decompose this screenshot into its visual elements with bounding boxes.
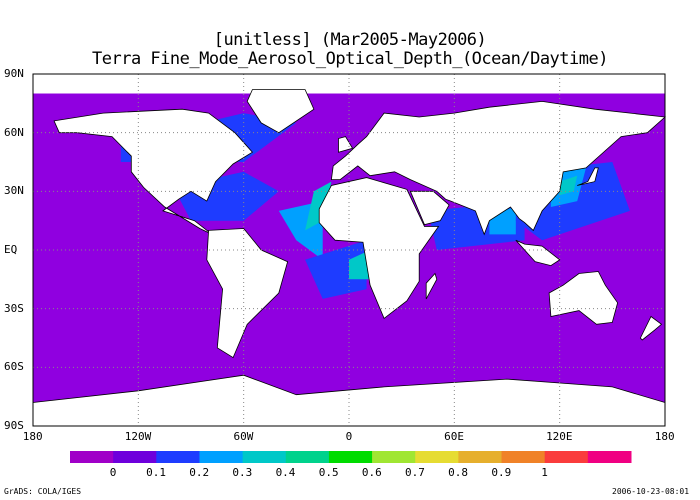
land-uk (338, 136, 354, 153)
land-japan (577, 167, 599, 186)
lon-label: 120W (124, 430, 152, 443)
land-mask (32, 89, 666, 427)
map-gridlines (33, 74, 665, 426)
colorbar-tick-label: 0.7 (405, 466, 425, 479)
colorbar-swatch (242, 451, 287, 463)
lon-label: 60E (444, 430, 464, 443)
land-south-america (206, 228, 289, 359)
colorbar (70, 451, 632, 463)
aod-yellow-sea (559, 175, 578, 196)
map-title-units: [unitless] (Mar2005-May2006) (213, 30, 487, 50)
lon-label: 60W (233, 430, 254, 443)
land-new-zealand (639, 315, 663, 341)
footer-timestamp: 2006-10-23-08:01 (612, 487, 690, 496)
lat-label: 90N (4, 67, 24, 80)
colorbar-tick-label: 0.6 (361, 466, 382, 479)
colorbar-swatch (70, 451, 114, 463)
colorbar-tick-label: 1 (541, 466, 548, 479)
colorbar-tick-label: 0.8 (448, 466, 469, 479)
land-africa (318, 177, 440, 320)
lon-label: 180 (654, 430, 675, 443)
land-australia (548, 271, 619, 325)
colorbar-swatch (372, 451, 416, 463)
map-frame (32, 73, 666, 427)
land-indonesia (515, 239, 561, 267)
lon-label: 180 (22, 430, 43, 443)
colorbar-tick-label: 0.9 (491, 466, 512, 479)
colorbar-swatch (113, 451, 157, 463)
map-title-variable: Terra Fine_Mode_Aerosol_Optical_Depth_(O… (92, 49, 608, 69)
colorbar-swatch (199, 451, 244, 463)
lon-label: 0 (345, 430, 353, 443)
colorbar-swatch (156, 451, 200, 463)
colorbar-tick-label: 0.2 (189, 466, 210, 479)
land-greenland (246, 89, 315, 134)
lat-label: 30N (4, 184, 24, 198)
colorbar-tick-label: 0.4 (275, 466, 296, 479)
lat-label: 30S (4, 301, 24, 315)
footer-credit: GrADS: COLA/IGES (4, 487, 82, 496)
colorbar-swatch (458, 451, 503, 463)
aod-west-africa (305, 181, 332, 231)
colorbar-swatch (544, 451, 589, 463)
colorbar-swatch (285, 451, 330, 463)
lat-label: 60S (4, 360, 24, 374)
colorbar-tick-label: 0.1 (146, 466, 166, 479)
aod-angola (349, 250, 371, 280)
colorbar-swatch (328, 451, 373, 463)
lat-label: 60N (4, 125, 24, 139)
land-eurasia (330, 100, 666, 236)
colorbar-tick-label: 0.3 (232, 466, 253, 479)
lat-label: 90S (4, 419, 24, 432)
colorbar-tick-label: 0 (109, 466, 117, 479)
lon-label: 120E (546, 430, 573, 443)
land-madagascar (425, 272, 438, 300)
aod-gulf-of-guinea (305, 240, 367, 299)
land-north-america (53, 108, 254, 235)
colorbar-tick-label: 0.5 (318, 466, 339, 479)
colorbar-swatch (415, 451, 459, 463)
colorbar-swatch (587, 451, 632, 463)
colorbar-swatch (501, 451, 546, 463)
lat-label: EQ (4, 243, 18, 256)
